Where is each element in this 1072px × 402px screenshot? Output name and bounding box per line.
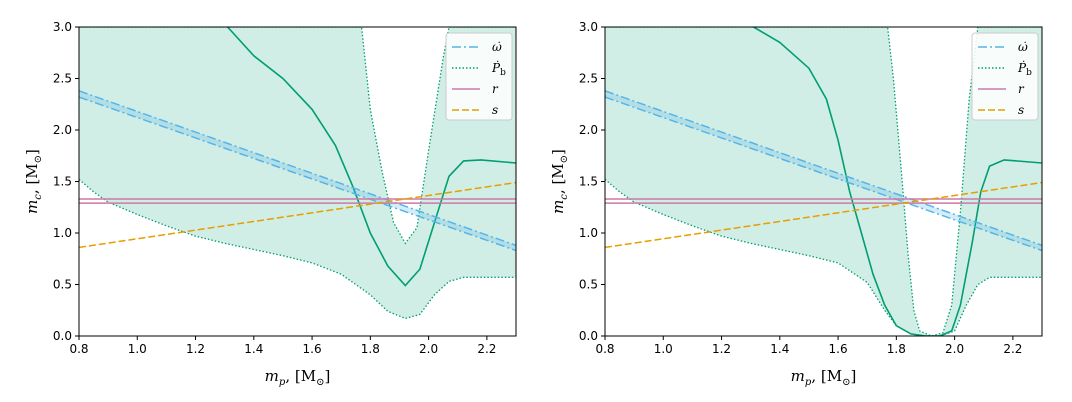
pb-band-upper: [605, 27, 1042, 336]
y-tick-label: 0.0: [579, 329, 598, 343]
chart-panel-2: 0.8 1.0 1.2 1.4 1.6 1.8 2.0 2.2 0.0 0.5 1.0 1.5 2.0 2…: [549, 20, 1043, 388]
y-tick-label: 1.0: [53, 226, 72, 240]
omega-band-fill: [79, 90, 516, 251]
y-tick-label: 3.0: [53, 20, 72, 34]
legend-label-4: s: [1018, 103, 1024, 117]
y-axis-label: mc, [M⊙]: [549, 149, 570, 214]
x-tick-label: 1.2: [186, 342, 205, 356]
x-tick-label: 1.8: [887, 342, 906, 356]
legend-label-1: ω̇: [492, 40, 502, 54]
omega-line-upper: [79, 90, 516, 247]
legend-label-4: s: [492, 103, 498, 117]
x-tick-label: 1.0: [128, 342, 147, 356]
legend: ω̇ Ṗb rs: [445, 32, 513, 121]
pb-band-fill: [79, 27, 516, 319]
omega-line-upper: [605, 90, 1042, 247]
y-axis-label: mc, [M⊙]: [23, 149, 44, 214]
s-line: [79, 181, 516, 249]
x-tick-label: 2.2: [1003, 342, 1022, 356]
y-tick-label: 3.0: [579, 20, 598, 34]
s-line: [605, 181, 1042, 249]
chart-panel-1: 0.8 1.0 1.2 1.4 1.6 1.8 2.0 2.2 0.0 0.5 1.0 1.5 2.0 2…: [23, 20, 517, 388]
y-tick-label: 1.0: [579, 226, 598, 240]
legend-label-1: ω̇: [1018, 40, 1028, 54]
plot-area: [605, 27, 1042, 336]
x-tick-label: 1.0: [654, 342, 673, 356]
y-tick-label: 2.5: [53, 72, 72, 86]
legend: ω̇ Ṗb rs: [971, 32, 1039, 121]
y-tick-label: 1.5: [579, 175, 598, 189]
legend-label-2: Ṗb: [1017, 60, 1032, 78]
pb-band-lower: [605, 178, 1042, 336]
pb-band-upper: [79, 27, 516, 245]
x-tick-label: 2.0: [945, 342, 964, 356]
legend-label-3: r: [1018, 82, 1025, 96]
pb-line: [227, 27, 516, 287]
x-tick-label: 1.6: [829, 342, 848, 356]
x-tick-label: 0.8: [69, 342, 88, 356]
y-tick-label: 0.5: [579, 278, 598, 292]
x-tick-label: 2.0: [419, 342, 438, 356]
x-axis-label: mp, [M⊙]: [791, 367, 857, 388]
x-tick-label: 1.6: [303, 342, 322, 356]
y-tick-label: 0.5: [53, 278, 72, 292]
omega-band-fill: [605, 90, 1042, 251]
y-tick-label: 1.5: [53, 175, 72, 189]
x-tick-label: 1.2: [712, 342, 731, 356]
y-tick-label: 2.0: [53, 123, 72, 137]
x-tick-label: 1.8: [361, 342, 380, 356]
legend-label-3: r: [492, 82, 499, 96]
y-tick-label: 2.0: [579, 123, 598, 137]
pb-band-lower: [79, 178, 516, 320]
x-axis-label: mp, [M⊙]: [265, 367, 331, 388]
legend-box: [445, 32, 513, 121]
pb-line: [753, 27, 1042, 336]
x-tick-label: 0.8: [595, 342, 614, 356]
y-tick-label: 0.0: [53, 329, 72, 343]
x-tick-label: 1.4: [770, 342, 789, 356]
x-tick-label: 2.2: [477, 342, 496, 356]
legend-label-2: Ṗb: [491, 60, 506, 78]
legend-box: [971, 32, 1039, 121]
x-tick-label: 1.4: [244, 342, 263, 356]
pb-band-fill: [605, 27, 1042, 336]
y-tick-label: 2.5: [579, 72, 598, 86]
plot-area: [79, 27, 516, 320]
